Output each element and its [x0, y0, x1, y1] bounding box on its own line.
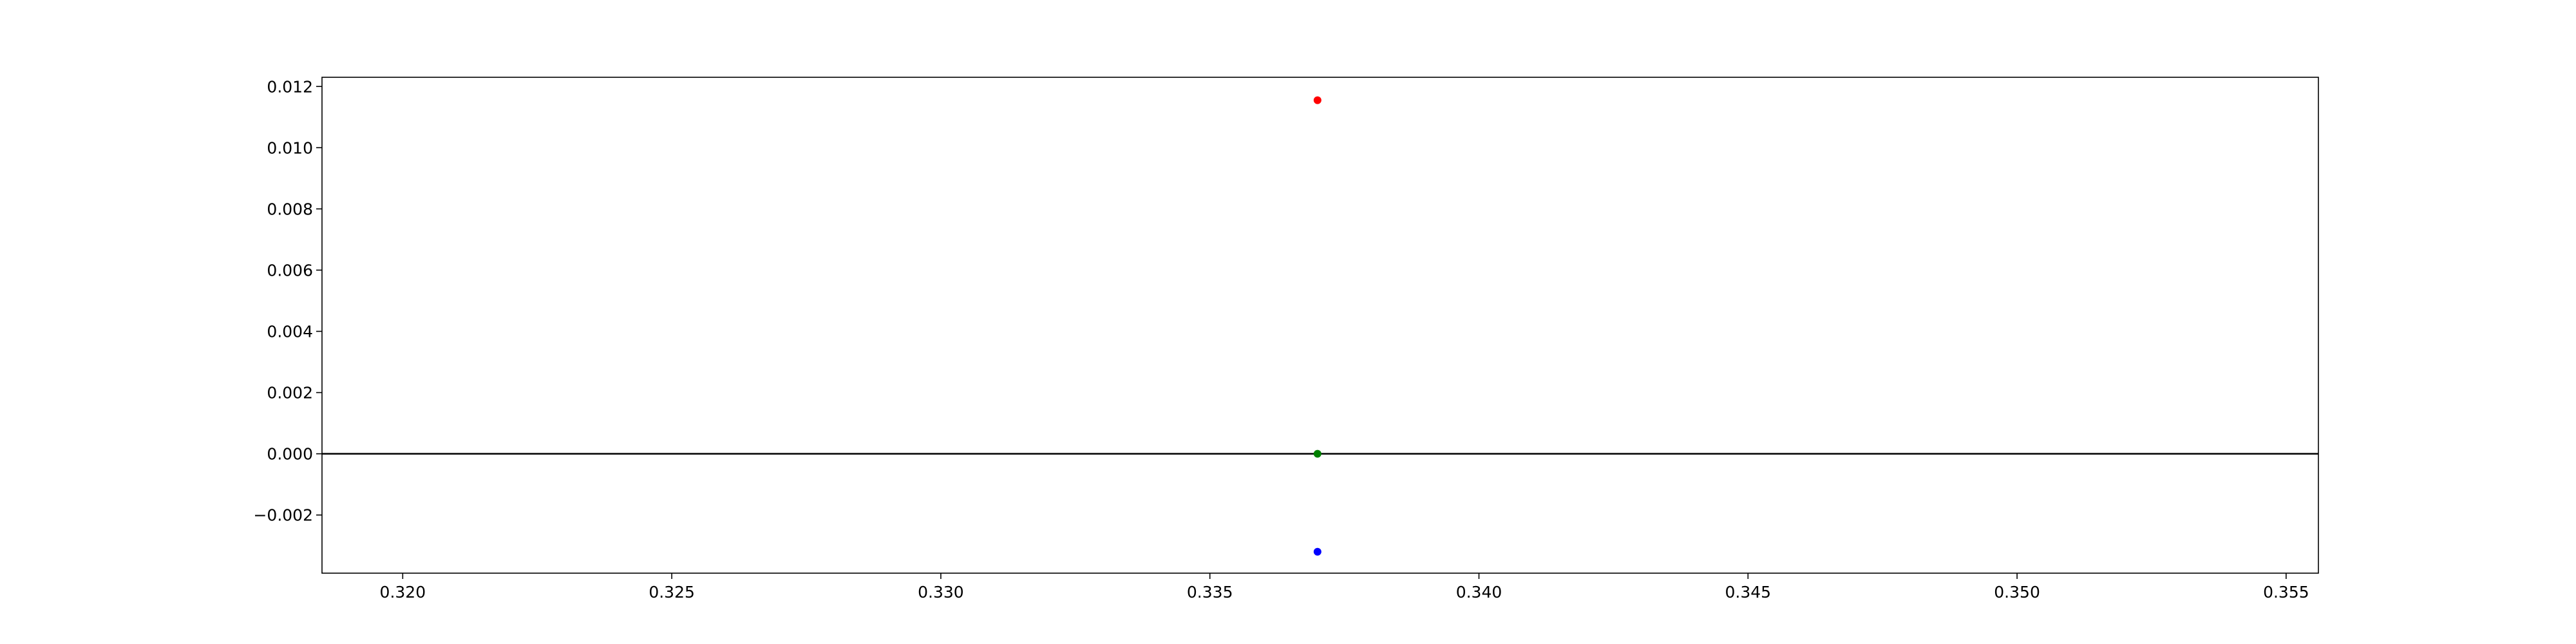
y-axis-ticks: −0.002 0.000 0.002 0.004 0.006 0.008 0.010 0.01…	[253, 77, 322, 525]
y-tick-label: 0.010	[267, 138, 313, 157]
y-tick-label: 0.000	[267, 445, 313, 464]
x-tick-label: 0.355	[2263, 583, 2309, 601]
x-axis-ticks: 0.320 0.325 0.330 0.335 0.340 0.345 0.350 0.355	[380, 573, 2309, 601]
x-tick-label: 0.325	[649, 583, 695, 601]
x-tick-label: 0.335	[1187, 583, 1233, 601]
x-tick-label: 0.320	[380, 583, 426, 601]
y-tick-label: 0.006	[267, 261, 313, 279]
y-tick-label: 0.002	[267, 384, 313, 402]
x-tick-label: 0.330	[918, 583, 964, 601]
y-tick-label: 0.004	[267, 323, 313, 341]
plot-area-frame	[321, 77, 2319, 574]
x-tick-label: 0.350	[1994, 583, 2040, 601]
data-points	[1313, 96, 1321, 556]
x-tick-label: 0.345	[1725, 583, 1771, 601]
data-point	[1313, 547, 1321, 556]
y-tick-label: 0.008	[267, 200, 313, 218]
data-point	[1313, 450, 1321, 458]
y-tick-label: 0.012	[267, 77, 313, 96]
y-tick-label: −0.002	[253, 506, 313, 525]
data-point	[1313, 96, 1321, 104]
x-tick-label: 0.340	[1456, 583, 1502, 601]
